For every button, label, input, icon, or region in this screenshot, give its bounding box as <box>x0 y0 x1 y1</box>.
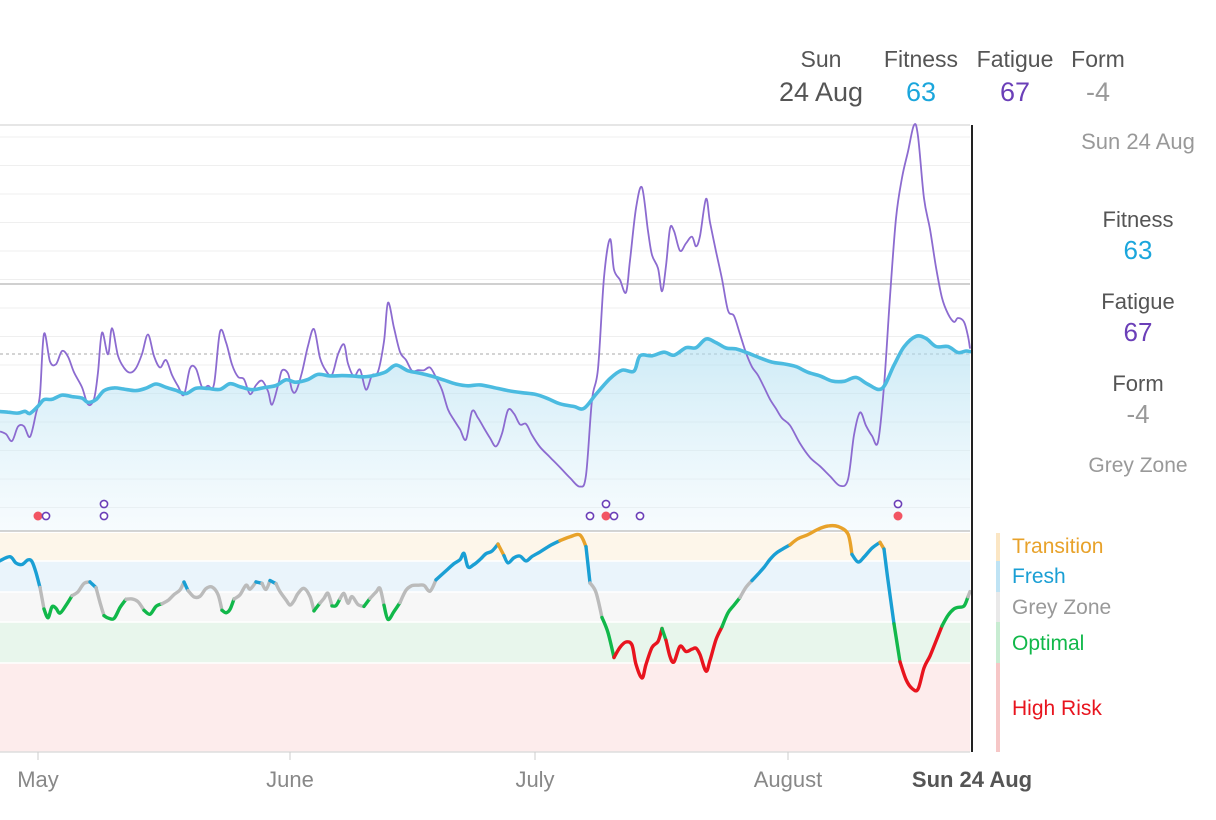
fatigue-line <box>0 123 971 488</box>
zone-legend-label: Optimal <box>1012 632 1084 655</box>
form-line-segment <box>434 542 500 582</box>
x-tick-label-current: Sun 24 Aug <box>912 767 1032 792</box>
form-line-segment <box>338 591 366 609</box>
form-line-segment <box>612 626 664 680</box>
zone-legend-label: Grey Zone <box>1012 596 1111 619</box>
form-line-segment <box>220 597 236 615</box>
header-form: Form -4 <box>1064 44 1132 110</box>
header-form-label: Form <box>1071 46 1125 72</box>
zone-legend-bar <box>996 592 1000 622</box>
sidebar-form-value: -4 <box>1126 399 1150 429</box>
form-line-segment <box>850 540 882 564</box>
form-line-segment <box>584 544 592 585</box>
event-marker-purple <box>585 511 595 521</box>
sidebar-zone: Grey Zone <box>1088 454 1188 477</box>
header-date-label: Sun <box>800 46 842 72</box>
form-line-segment <box>70 580 92 598</box>
x-tick-label: July <box>515 767 554 792</box>
sidebar-form: Form -4 <box>1078 371 1198 431</box>
form-line-segment <box>142 602 164 617</box>
event-marker-purple <box>601 499 611 509</box>
sidebar-fitness: Fitness 63 <box>1078 207 1198 267</box>
x-tick-label: August <box>754 767 823 792</box>
header-date-value: 24 Aug <box>778 77 864 107</box>
header-fatigue: Fatigue 67 <box>970 44 1060 110</box>
x-tick-label: May <box>17 767 59 792</box>
form-line-segment <box>750 543 792 583</box>
form-line-segment <box>42 594 74 620</box>
form-line-segment <box>160 580 186 606</box>
event-marker-purple <box>41 511 51 521</box>
header-fitness-value: 63 <box>905 77 937 107</box>
form-line-segment <box>368 586 386 607</box>
form-line-segment <box>260 578 272 592</box>
zone-legend-label: Fresh <box>1012 565 1066 588</box>
sidebar-fitness-value: 63 <box>1123 235 1153 265</box>
event-marker-purple <box>609 511 619 521</box>
form-line-segment <box>330 597 342 608</box>
form-line-segment <box>124 597 146 612</box>
form-line-segment <box>232 580 258 601</box>
event-marker-purple <box>99 499 109 509</box>
header-fitness-label: Fitness <box>883 46 959 72</box>
zone-band-fresh <box>0 561 970 592</box>
form-line-segment <box>502 538 562 565</box>
form-line-segment <box>588 581 604 620</box>
zone-legend-label: High Risk <box>1012 697 1102 720</box>
form-line-segment <box>738 578 754 600</box>
form-line-segment <box>882 547 896 626</box>
header-form-value: -4 <box>1085 77 1110 107</box>
zone-legend-label: Transition <box>1012 535 1103 558</box>
form-line-segment <box>318 591 334 608</box>
header-fatigue-value: 67 <box>999 77 1031 107</box>
sidebar-fatigue-value: 67 <box>1123 317 1153 347</box>
form-line-segment <box>788 523 854 557</box>
event-marker-red <box>601 511 611 521</box>
fitness-area <box>0 335 970 531</box>
sidebar-form-label: Form <box>1112 371 1164 396</box>
form-line-segment <box>664 625 724 673</box>
x-tick-label: June <box>266 767 314 792</box>
zone-legend-bar <box>996 561 1000 592</box>
zone-band-high-risk <box>0 663 970 752</box>
sidebar-date: Sun 24 Aug <box>1081 129 1195 154</box>
event-marker-purple <box>99 511 109 521</box>
header-date: Sun 24 Aug <box>770 44 872 110</box>
form-line-segment <box>940 595 970 628</box>
event-marker-purple <box>893 499 903 509</box>
fitness-line <box>0 334 972 416</box>
sidebar-fatigue: Fatigue 67 <box>1078 289 1198 349</box>
form-line-segment <box>600 615 616 660</box>
zone-band-grey-zone <box>0 592 970 622</box>
form-line-segment <box>398 578 438 605</box>
form-line-segment <box>94 585 106 618</box>
form-line-segment <box>102 597 128 621</box>
form-line-segment <box>898 624 944 693</box>
form-line-segment <box>186 584 224 612</box>
form-line-segment <box>720 595 742 629</box>
event-marker-red <box>33 511 43 521</box>
zone-legend-bar <box>996 663 1000 752</box>
form-line-segment <box>558 532 588 549</box>
header-fitness: Fitness 63 <box>876 44 966 110</box>
form-line-segment <box>966 589 972 599</box>
sidebar-fitness-label: Fitness <box>1102 207 1174 232</box>
zone-legend-bar <box>996 533 1000 561</box>
event-marker-purple <box>635 511 645 521</box>
zone-band-optimal <box>0 622 970 663</box>
event-marker-red <box>893 511 903 521</box>
form-line-segment <box>382 600 402 622</box>
form-line-segment <box>892 622 902 664</box>
form-line-segment <box>274 582 316 613</box>
zone-legend-bar <box>996 622 1000 663</box>
header-fatigue-label: Fatigue <box>976 46 1054 72</box>
form-line-segment <box>0 554 42 590</box>
sidebar-fatigue-label: Fatigue <box>1101 289 1175 314</box>
